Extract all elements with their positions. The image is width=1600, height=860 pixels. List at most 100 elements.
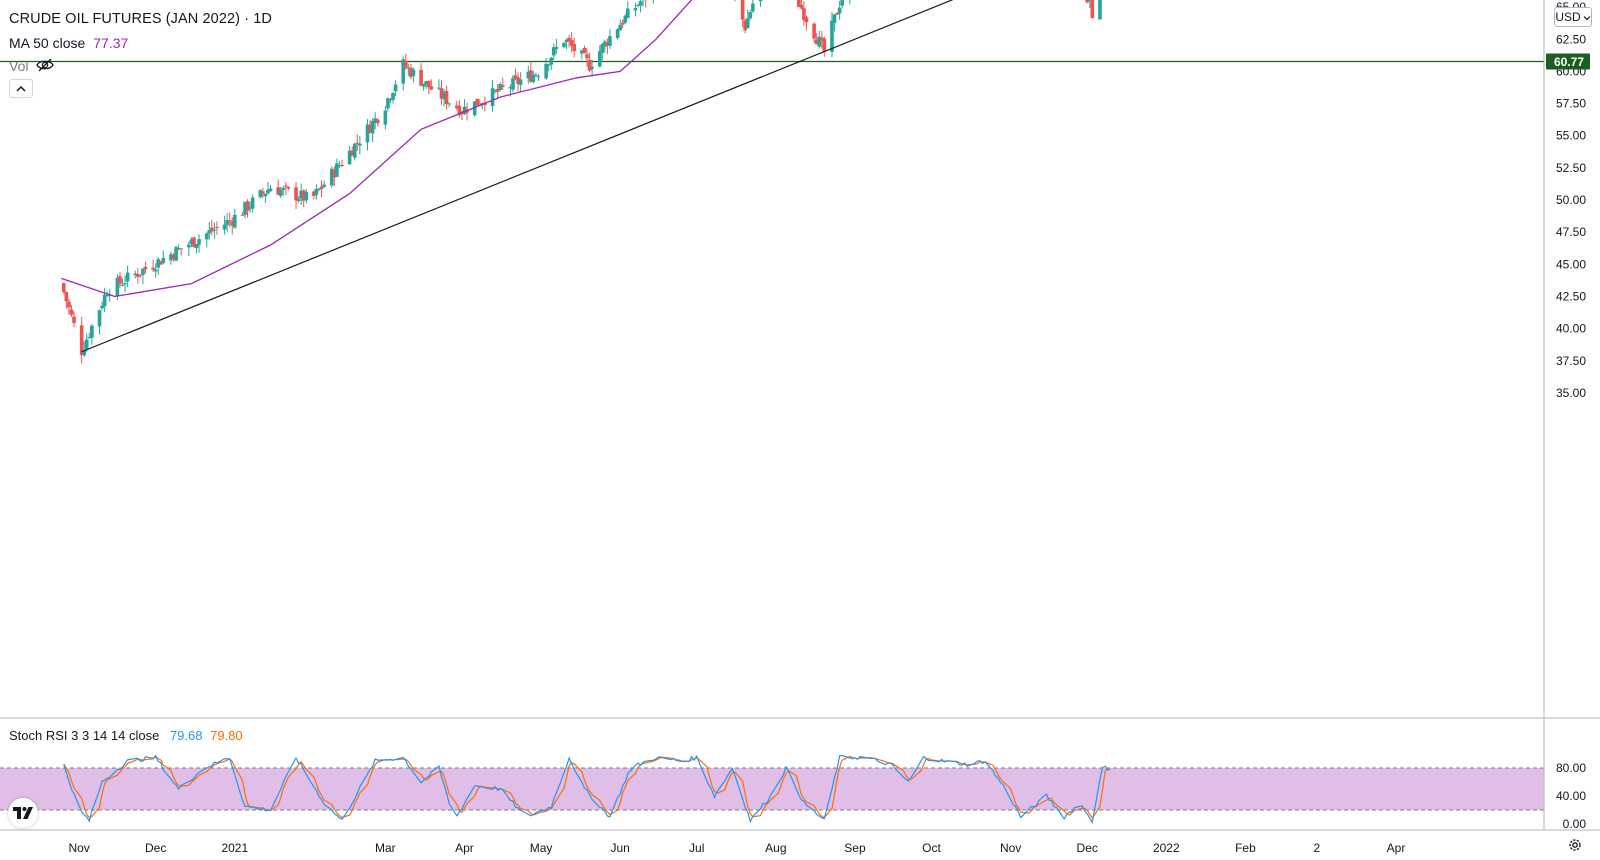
candle-down xyxy=(572,37,577,58)
candle-body xyxy=(572,43,577,52)
price-tick-label: 35.00 xyxy=(1556,386,1586,400)
chevron-up-icon xyxy=(15,80,27,98)
candle-body xyxy=(444,90,449,105)
candle-up xyxy=(161,250,166,265)
candle-body xyxy=(620,22,625,25)
candle-body xyxy=(212,229,217,231)
candle-down xyxy=(276,179,280,196)
candle-body xyxy=(69,309,74,315)
candle-up xyxy=(462,99,467,116)
candle-down xyxy=(740,0,745,28)
candle-down xyxy=(419,63,423,87)
candle-body xyxy=(426,80,431,88)
candle-down xyxy=(69,305,74,317)
candle-down xyxy=(500,77,505,91)
candle-up xyxy=(225,213,229,233)
currency-selector[interactable]: USD xyxy=(1554,7,1592,27)
candle-body xyxy=(531,74,536,83)
candle-up xyxy=(347,146,352,166)
price-level-tag: 60.77 xyxy=(1546,53,1590,70)
time-tick-label: Oct xyxy=(922,841,941,855)
time-tick-label: Nov xyxy=(68,841,89,855)
candle-up xyxy=(263,193,268,203)
time-tick-label: 2 xyxy=(1314,841,1321,855)
tradingview-logo[interactable] xyxy=(8,798,38,828)
gear-icon[interactable] xyxy=(1567,837,1583,858)
candle-body xyxy=(189,239,194,244)
candle-up xyxy=(472,101,477,117)
candle-body xyxy=(751,3,755,12)
candle-body xyxy=(156,259,161,268)
price-level-tag-label: 60.77 xyxy=(1554,55,1584,69)
price-tick-label: 57.50 xyxy=(1556,97,1586,111)
candle-body xyxy=(84,339,89,350)
candle-up xyxy=(189,237,194,248)
candle-body xyxy=(608,36,612,46)
candle-down xyxy=(567,34,571,48)
candle-down xyxy=(804,15,809,31)
candle-up xyxy=(544,57,548,80)
ma-label[interactable]: MA 50 close xyxy=(9,34,86,51)
candle-body xyxy=(409,67,413,77)
candle-body xyxy=(138,274,143,276)
candle-down xyxy=(743,18,748,34)
candle-body xyxy=(814,39,819,45)
vol-label[interactable]: Vol xyxy=(9,57,29,74)
time-tick-label: 2021 xyxy=(221,841,248,855)
price-tick-label: 50.00 xyxy=(1556,193,1586,207)
candle-up xyxy=(840,0,844,9)
candle-body xyxy=(87,336,92,338)
candle-body xyxy=(638,1,643,6)
candle-body xyxy=(82,349,87,356)
candle-body xyxy=(347,150,352,165)
price-tick-label: 55.00 xyxy=(1556,129,1586,143)
candle-body xyxy=(240,214,245,216)
candle-up xyxy=(641,0,645,7)
candle-body xyxy=(455,105,459,109)
candle-body xyxy=(554,47,559,50)
candle-body xyxy=(564,39,569,43)
candle-down xyxy=(286,186,291,191)
candle-body xyxy=(286,186,291,189)
candle-up xyxy=(580,49,584,60)
candle-body xyxy=(72,316,76,323)
candle-up xyxy=(411,67,416,83)
symbol-title[interactable]: CRUDE OIL FUTURES (JAN 2022) · 1D xyxy=(9,11,273,28)
candle-up xyxy=(304,188,309,204)
candle-down xyxy=(819,31,824,49)
candle-down xyxy=(529,61,533,83)
candle-up xyxy=(552,43,556,60)
candle-down xyxy=(835,12,839,15)
candle-body xyxy=(500,85,505,87)
candle-body xyxy=(605,42,610,46)
trendline[interactable] xyxy=(81,0,1243,353)
stoch-k-value: 79.68 xyxy=(169,728,203,743)
candle-up xyxy=(600,42,605,61)
candle-body xyxy=(67,301,71,308)
candle-up xyxy=(153,263,158,278)
candle-up xyxy=(335,158,339,178)
candle-body xyxy=(281,187,286,190)
candle-up xyxy=(636,3,640,8)
stoch-label[interactable]: Stoch RSI 3 3 14 14 close xyxy=(9,728,160,743)
candle-body xyxy=(215,226,219,228)
candle-up xyxy=(100,301,104,311)
candle-down xyxy=(340,159,344,167)
candle-body xyxy=(207,230,212,234)
collapse-legend-button[interactable] xyxy=(9,79,33,98)
eye-slash-icon[interactable] xyxy=(36,58,55,74)
candle-body xyxy=(513,75,518,79)
candle-body xyxy=(457,105,462,116)
candle-body xyxy=(192,237,196,248)
candle-body xyxy=(603,41,607,47)
candle-up xyxy=(370,118,375,143)
candle-body xyxy=(107,294,112,296)
candle-up xyxy=(212,222,217,239)
candle-body xyxy=(429,86,434,90)
candle-body xyxy=(411,69,416,76)
candle-up xyxy=(90,324,94,345)
candle-down xyxy=(797,0,801,8)
candle-down xyxy=(171,252,176,262)
ma50-line[interactable] xyxy=(61,0,1112,298)
